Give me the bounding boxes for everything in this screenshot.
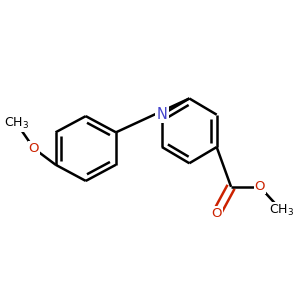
Text: O: O xyxy=(29,142,39,155)
Text: CH$_3$: CH$_3$ xyxy=(4,116,29,131)
Text: O: O xyxy=(255,180,265,193)
Text: O: O xyxy=(212,207,222,220)
Text: N: N xyxy=(157,107,167,122)
Text: CH$_3$: CH$_3$ xyxy=(269,203,294,218)
